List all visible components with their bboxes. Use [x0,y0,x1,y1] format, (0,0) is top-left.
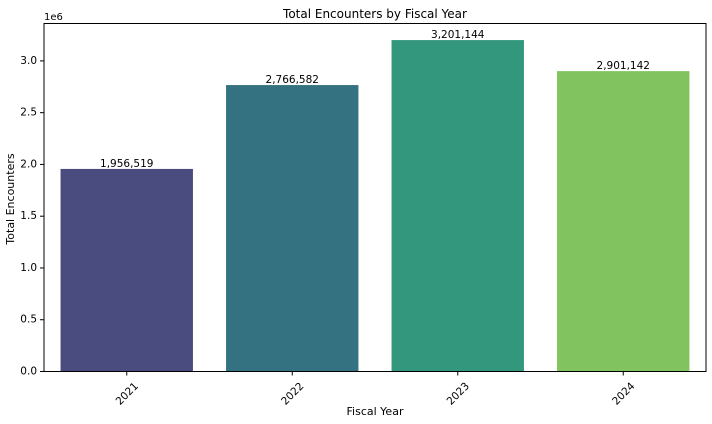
y-tick-label: 3.0 [20,55,37,67]
y-tick-label: 1.5 [20,210,37,222]
y-axis-label: Total Encounters [4,153,17,245]
value-labels: 1,956,519 2,766,582 3,201,144 2,901,142 [100,29,650,170]
y-tick-label: 1.0 [20,262,37,274]
value-label-2023: 3,201,144 [431,29,485,41]
y-tick-label: 0.5 [20,314,37,326]
value-label-2022: 2,766,582 [266,74,319,86]
x-axis-label: Fiscal Year [347,405,404,418]
bar-2023 [391,40,524,372]
y-axis: 0.0 0.5 1.0 1.5 2.0 2.5 3.0 [20,55,44,378]
x-tick-label-2024: 2024 [610,380,638,408]
plot-frame [43,23,707,372]
value-label-2021: 1,956,519 [100,158,153,170]
chart-title: Total Encounters by Fiscal Year [282,7,467,21]
x-axis: 2021 2022 2023 2024 [114,371,638,408]
x-tick-label-2023: 2023 [445,380,472,407]
x-tick-label-2021: 2021 [114,380,141,407]
value-label-2024: 2,901,142 [597,60,650,72]
y-tick-label: 0.0 [20,366,37,378]
y-tick-label: 2.0 [20,158,37,170]
y-tick-label: 2.5 [20,107,37,119]
bar-2021 [60,168,193,372]
bars-layer [60,40,690,372]
bar-2022 [226,85,359,372]
y-scale-label: 1e6 [44,12,63,23]
x-tick-label-2022: 2022 [279,380,306,407]
bar-2024 [557,71,690,372]
